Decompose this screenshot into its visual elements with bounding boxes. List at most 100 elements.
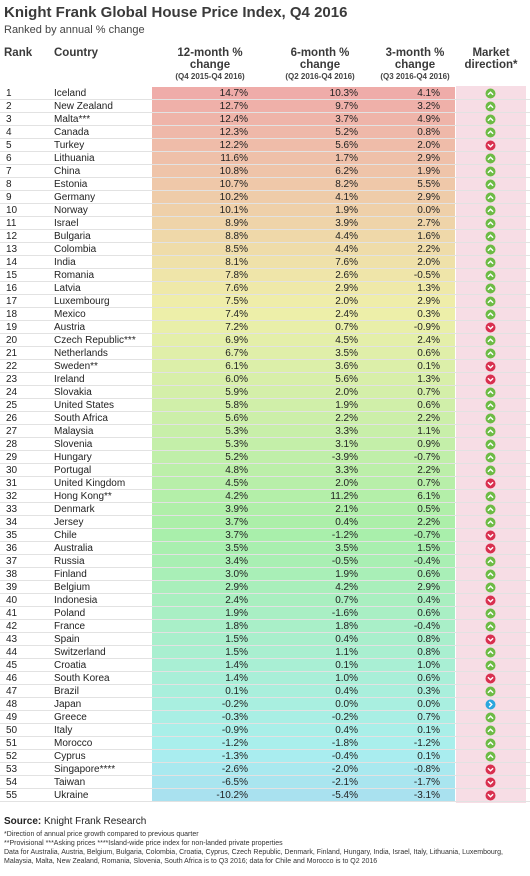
title: Knight Frank Global House Price Index, Q… xyxy=(4,4,348,21)
icon-chevron xyxy=(487,273,494,278)
row-shading xyxy=(152,685,455,698)
column-subheader: (Q4 2015-Q4 2016) xyxy=(175,72,245,81)
row-shading xyxy=(152,737,455,750)
country: Ukraine xyxy=(54,790,89,801)
icon-chevron xyxy=(487,143,494,148)
row-line xyxy=(0,347,530,360)
country: Austria xyxy=(54,322,86,333)
icon-chevron xyxy=(487,481,494,486)
icon-chevron xyxy=(487,338,494,343)
icon-chevron xyxy=(487,403,494,408)
direction-icon xyxy=(485,153,496,164)
icon-circle xyxy=(485,153,496,164)
icon-chevron xyxy=(487,299,494,304)
icon-circle xyxy=(485,244,496,255)
icon-circle xyxy=(485,218,496,229)
change-3m: 1.0% xyxy=(417,660,440,671)
change-6m: 5.6% xyxy=(335,140,358,151)
row-line xyxy=(0,399,530,412)
icon-circle xyxy=(485,543,496,554)
rank: 18 xyxy=(6,309,18,320)
icon-chevron xyxy=(487,533,494,538)
row-line xyxy=(0,204,530,217)
icon-chevron xyxy=(487,468,494,473)
icon-circle xyxy=(485,634,496,645)
row-line xyxy=(0,529,530,542)
change-12m: 5.8% xyxy=(225,400,248,411)
row-line xyxy=(0,308,530,321)
change-3m: 0.6% xyxy=(417,400,440,411)
country: Luxembourg xyxy=(54,296,110,307)
change-3m: 0.6% xyxy=(417,348,440,359)
change-12m: 5.6% xyxy=(225,413,248,424)
change-3m: 5.5% xyxy=(417,179,440,190)
change-12m: 6.7% xyxy=(225,348,248,359)
row-line xyxy=(0,178,530,191)
row-line xyxy=(0,126,530,139)
icon-chevron xyxy=(487,637,494,642)
direction-icon xyxy=(485,712,496,723)
direction-icon xyxy=(485,231,496,242)
direction-icon xyxy=(485,699,496,710)
icon-circle xyxy=(485,738,496,749)
row-shading xyxy=(152,347,455,360)
column-subheader: (Q3 2016-Q4 2016) xyxy=(380,72,450,81)
change-6m: 1.9% xyxy=(335,569,358,580)
change-6m: 4.5% xyxy=(335,335,358,346)
change-3m: 2.7% xyxy=(417,218,440,229)
country: Jersey xyxy=(54,517,84,528)
icon-chevron xyxy=(487,585,494,590)
rank: 53 xyxy=(6,764,18,775)
icon-chevron xyxy=(487,117,494,122)
row-shading xyxy=(152,698,455,711)
direction-icon xyxy=(485,400,496,411)
change-3m: 0.1% xyxy=(417,725,440,736)
rank: 22 xyxy=(6,361,18,372)
change-12m: 8.5% xyxy=(225,244,248,255)
rank: 43 xyxy=(6,634,18,645)
icon-circle xyxy=(485,296,496,307)
change-3m: 0.0% xyxy=(417,205,440,216)
change-12m: 12.3% xyxy=(219,127,248,138)
icon-chevron xyxy=(487,546,494,551)
change-3m: 0.7% xyxy=(417,478,440,489)
country: Switzerland xyxy=(54,647,106,658)
country: Taiwan xyxy=(54,777,86,788)
direction-icon xyxy=(485,322,496,333)
country: Greece xyxy=(54,712,87,723)
rank: 37 xyxy=(6,556,18,567)
change-3m: -0.4% xyxy=(413,621,440,632)
direction-icon xyxy=(485,543,496,554)
column-header: 3-month % change xyxy=(385,47,445,71)
direction-icon xyxy=(485,439,496,450)
change-3m: 2.9% xyxy=(417,296,440,307)
row-shading xyxy=(152,529,455,542)
country: Ireland xyxy=(54,374,85,385)
change-3m: 2.2% xyxy=(417,465,440,476)
row-shading xyxy=(152,204,455,217)
icon-circle xyxy=(485,504,496,515)
change-3m: 2.2% xyxy=(417,244,440,255)
row-shading xyxy=(152,425,455,438)
row-shading xyxy=(152,490,455,503)
row-line xyxy=(0,542,530,555)
direction-icon xyxy=(485,387,496,398)
row-shading xyxy=(152,113,455,126)
country: India xyxy=(54,257,76,268)
icon-chevron xyxy=(487,754,494,759)
icon-circle xyxy=(485,712,496,723)
direction-icon xyxy=(485,764,496,775)
icon-circle xyxy=(485,322,496,333)
row-shading xyxy=(152,568,455,581)
direction-icon xyxy=(485,348,496,359)
change-12m: 14.7% xyxy=(219,88,248,99)
row-line xyxy=(0,776,530,789)
icon-chevron xyxy=(487,767,494,772)
change-12m: 1.9% xyxy=(225,608,248,619)
rank: 21 xyxy=(6,348,18,359)
change-12m: 7.8% xyxy=(225,270,248,281)
change-3m: 0.6% xyxy=(417,673,440,684)
row-shading xyxy=(152,217,455,230)
change-6m: 5.2% xyxy=(335,127,358,138)
row-line xyxy=(0,659,530,672)
